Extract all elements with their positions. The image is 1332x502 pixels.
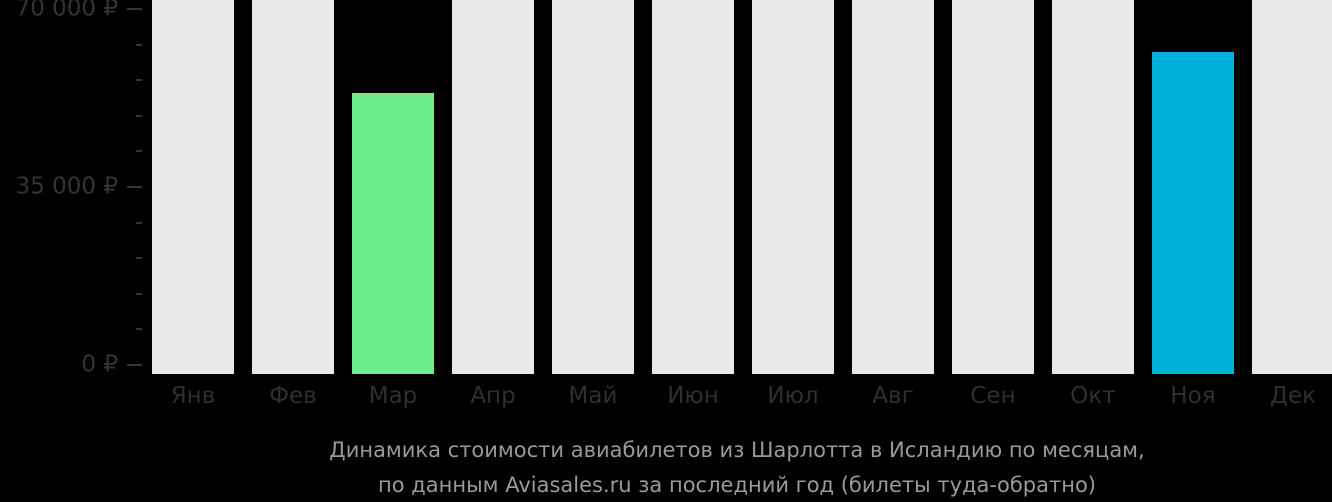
y-minor-tick-49000 xyxy=(136,115,142,117)
x-label-aug: Авг xyxy=(872,383,914,409)
x-label-dec: Дек xyxy=(1269,383,1316,409)
x-label-apr: Апр xyxy=(470,383,516,409)
chart-title: Динамика стоимости авиабилетов из Шарлот… xyxy=(142,433,1332,502)
bar-jun[interactable] xyxy=(652,0,734,374)
bar-oct[interactable] xyxy=(1052,0,1134,374)
x-label-may: Май xyxy=(568,383,618,409)
bar-sep[interactable] xyxy=(952,0,1034,374)
x-label-jun: Июн xyxy=(667,383,719,409)
y-minor-tick-28000 xyxy=(136,222,142,224)
x-label-sep: Сен xyxy=(970,383,1016,409)
x-label-nov: Ноя xyxy=(1170,383,1216,409)
bar-feb[interactable] xyxy=(252,0,334,374)
y-axis-label-70000: 70 000 ₽ xyxy=(15,0,118,22)
x-label-jul: Июл xyxy=(767,383,819,409)
bar-dec[interactable] xyxy=(1252,0,1332,374)
y-major-tick-70000 xyxy=(127,8,142,10)
chart-title-line2: по данным Aviasales.ru за последний год … xyxy=(378,473,1096,497)
chart-title-line1: Динамика стоимости авиабилетов из Шарлот… xyxy=(329,438,1145,462)
x-label-oct: Окт xyxy=(1070,383,1116,409)
x-label-jan: Янв xyxy=(170,383,216,409)
bar-jul[interactable] xyxy=(752,0,834,374)
x-label-feb: Фев xyxy=(269,383,317,409)
bar-apr[interactable] xyxy=(452,0,534,374)
y-minor-tick-56000 xyxy=(136,79,142,81)
x-label-mar: Мар xyxy=(368,383,418,409)
y-minor-tick-21000 xyxy=(136,257,142,259)
y-axis-label-0: 0 ₽ xyxy=(81,351,118,378)
y-axis-label-35000: 35 000 ₽ xyxy=(15,173,118,200)
bar-may[interactable] xyxy=(552,0,634,374)
y-minor-tick-14000 xyxy=(136,293,142,295)
y-minor-tick-7000 xyxy=(136,328,142,330)
y-minor-tick-42000 xyxy=(136,150,142,152)
bar-aug[interactable] xyxy=(852,0,934,374)
y-major-tick-35000 xyxy=(127,186,142,188)
y-major-tick-0 xyxy=(127,364,142,366)
bar-mar[interactable] xyxy=(352,93,434,374)
bar-jan[interactable] xyxy=(152,0,234,374)
y-minor-tick-63000 xyxy=(136,44,142,46)
bar-nov[interactable] xyxy=(1152,52,1234,374)
